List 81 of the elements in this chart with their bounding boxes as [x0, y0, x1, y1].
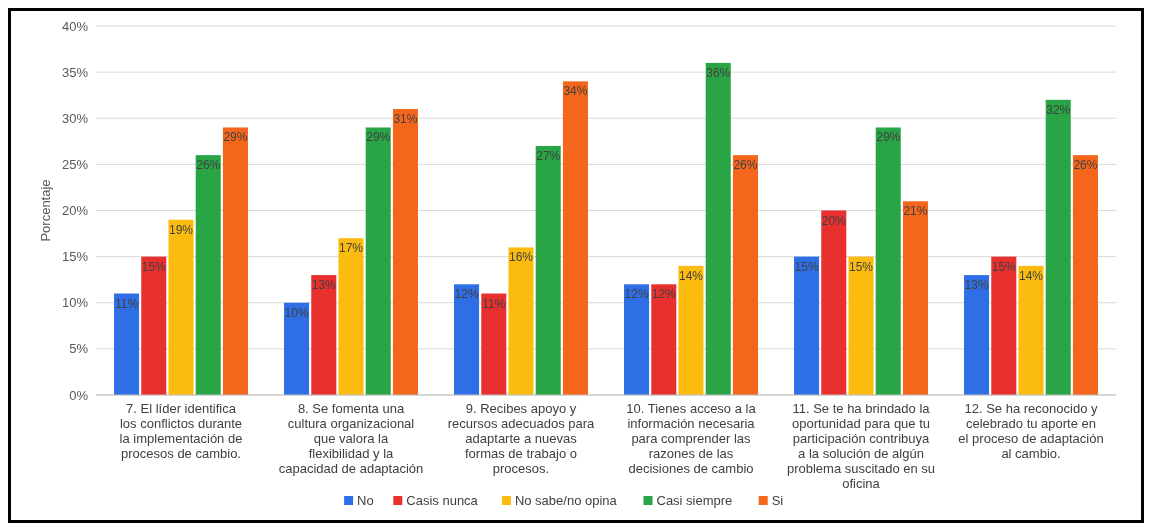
bar — [508, 247, 534, 395]
data-label: 32% — [1046, 102, 1071, 117]
bar — [365, 127, 391, 395]
y-axis-title: Porcentaje — [38, 179, 53, 242]
bar — [732, 155, 758, 395]
x-tick-label: 10. Tienes acceso a la información necesaria para comprender las razones de las decisiones de cambio — [626, 401, 757, 476]
data-label: 15% — [141, 259, 167, 274]
data-label: 15% — [794, 259, 819, 274]
y-tick-label: 25% — [61, 156, 89, 172]
bar — [821, 210, 847, 395]
x-tick-label: 9. Recibes apoyo y recursos adecuados para adaptarte a nuevas formas de trabajo o procesos. — [447, 401, 596, 476]
bar — [1018, 265, 1044, 395]
data-label: 27% — [536, 148, 561, 163]
data-label: 20% — [821, 213, 847, 228]
data-label: 15% — [848, 259, 874, 274]
bar — [114, 293, 140, 395]
legend-label: No sabe/no opina — [514, 493, 618, 508]
data-label: 12% — [624, 287, 649, 302]
bar — [848, 256, 874, 395]
data-label: 12% — [454, 287, 479, 302]
bar — [964, 275, 990, 395]
y-tick-label: 20% — [61, 203, 89, 219]
data-label: 10% — [284, 305, 309, 320]
bar — [141, 256, 167, 395]
x-tick-label: 8. Se fomenta una cultura organizacional que valora la flexibilidad y la capacidad de adaptación — [278, 401, 424, 476]
data-label: 26% — [196, 158, 221, 173]
bar — [794, 256, 820, 395]
x-tick-label: 11. Se te ha brindado la oportunidad para que tu participación contribuya a la solución de algún problema suscitado en su oficina — [786, 401, 936, 491]
data-label: 34% — [563, 84, 588, 99]
y-tick-label: 15% — [61, 249, 89, 265]
data-label: 15% — [991, 259, 1017, 274]
data-label: 21% — [903, 204, 928, 219]
data-label: 12% — [651, 287, 677, 302]
data-label: 26% — [1073, 158, 1098, 173]
data-label: 11% — [482, 296, 506, 311]
y-tick-label: 35% — [61, 64, 89, 80]
bar — [991, 256, 1017, 395]
bar — [481, 293, 507, 395]
data-label: 26% — [733, 158, 758, 173]
legend-label: No — [357, 493, 374, 508]
data-label: 29% — [223, 130, 248, 145]
bar — [1072, 155, 1098, 395]
x-tick-label: 7. El líder identifica los conflictos durante la implementación de procesos de cambio. — [119, 401, 243, 461]
y-tick-label: 10% — [61, 295, 89, 311]
data-label: 29% — [876, 130, 901, 145]
bar — [222, 127, 248, 395]
bar — [454, 284, 480, 395]
data-label: 19% — [168, 222, 194, 237]
y-tick-label: 5% — [69, 341, 89, 357]
data-label: 11% — [114, 296, 139, 311]
bar — [311, 275, 337, 395]
data-label: 31% — [393, 112, 418, 127]
bar — [705, 62, 731, 395]
bar — [902, 201, 928, 395]
bar — [678, 265, 704, 395]
data-label: 14% — [1018, 268, 1044, 283]
bar — [624, 284, 650, 395]
bar — [168, 219, 194, 395]
bar — [535, 145, 561, 395]
legend-label: Casi siempre — [656, 493, 733, 508]
bar — [562, 81, 588, 395]
bar — [195, 155, 221, 395]
data-label: 13% — [964, 278, 989, 293]
x-tick-label: 12. Se ha reconocido y celebrado tu aporte en el proceso de adaptación al cambio. — [958, 401, 1104, 461]
legend-label: Casis nunca — [406, 493, 479, 508]
bar — [284, 302, 310, 395]
data-label: 17% — [338, 241, 364, 256]
y-tick-label: 0% — [69, 387, 89, 403]
bar — [338, 238, 364, 395]
data-label: 13% — [311, 278, 337, 293]
data-label: 14% — [678, 268, 704, 283]
bar — [1045, 99, 1071, 395]
data-label: 16% — [508, 250, 534, 265]
y-tick-label: 30% — [61, 110, 89, 126]
y-tick-label: 40% — [61, 18, 89, 34]
data-label: 29% — [366, 130, 391, 145]
bar — [875, 127, 901, 395]
data-label: 36% — [706, 65, 731, 80]
legend-label: Si — [771, 493, 784, 508]
bar — [651, 284, 677, 395]
bar — [392, 109, 418, 395]
